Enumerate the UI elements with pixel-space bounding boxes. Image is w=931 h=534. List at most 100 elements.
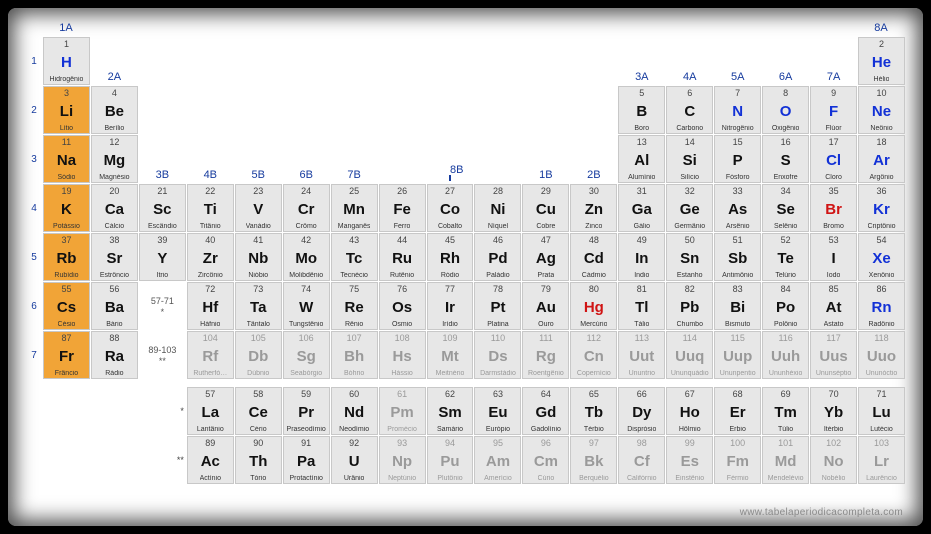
element-P[interactable]: 15PFósforo bbox=[714, 135, 761, 183]
element-Th[interactable]: 90ThTório bbox=[235, 436, 282, 484]
element-Ba[interactable]: 56BaBário bbox=[91, 282, 138, 330]
element-Rb[interactable]: 37RbRubídio bbox=[43, 233, 90, 281]
element-Db[interactable]: 105DbDúbnio bbox=[235, 331, 282, 379]
element-U[interactable]: 92UUrânio bbox=[331, 436, 378, 484]
element-Np[interactable]: 93NpNeptúnio bbox=[379, 436, 426, 484]
element-C[interactable]: 6CCarbono bbox=[666, 86, 713, 134]
element-Ti[interactable]: 22TiTitânio bbox=[187, 184, 234, 232]
element-He[interactable]: 2HeHélio bbox=[858, 37, 905, 85]
element-Zn[interactable]: 30ZnZinco bbox=[570, 184, 617, 232]
element-Tc[interactable]: 43TcTecnécio bbox=[331, 233, 378, 281]
element-V[interactable]: 23VVanádio bbox=[235, 184, 282, 232]
element-Li[interactable]: 3LiLítio bbox=[43, 86, 90, 134]
element-Al[interactable]: 13AlAlumínio bbox=[618, 135, 665, 183]
element-Mo[interactable]: 42MoMolibdênio bbox=[283, 233, 330, 281]
element-Cr[interactable]: 24CrCrômo bbox=[283, 184, 330, 232]
element-Ir[interactable]: 77IrIrídio bbox=[427, 282, 474, 330]
element-Ca[interactable]: 20CaCálcio bbox=[91, 184, 138, 232]
element-Tb[interactable]: 65TbTérbio bbox=[570, 387, 617, 435]
element-Ru[interactable]: 44RuRutênio bbox=[379, 233, 426, 281]
element-Uuo[interactable]: 118UuoUnunóctio bbox=[858, 331, 905, 379]
element-Br[interactable]: 35BrBromo bbox=[810, 184, 857, 232]
element-F[interactable]: 9FFlúor bbox=[810, 86, 857, 134]
element-Bh[interactable]: 107BhBóhrio bbox=[331, 331, 378, 379]
element-Lu[interactable]: 71LuLutécio bbox=[858, 387, 905, 435]
element-As[interactable]: 33AsArsênio bbox=[714, 184, 761, 232]
element-Cl[interactable]: 17ClCloro bbox=[810, 135, 857, 183]
element-Bi[interactable]: 83BiBismuto bbox=[714, 282, 761, 330]
element-Re[interactable]: 75ReRênio bbox=[331, 282, 378, 330]
element-Sn[interactable]: 50SnEstanho bbox=[666, 233, 713, 281]
element-Uuq[interactable]: 114UuqUnunquádio bbox=[666, 331, 713, 379]
element-Ge[interactable]: 32GeGermânio bbox=[666, 184, 713, 232]
element-Uus[interactable]: 117UusUnunséptio bbox=[810, 331, 857, 379]
element-Rh[interactable]: 45RhRódio bbox=[427, 233, 474, 281]
element-I[interactable]: 53IIodo bbox=[810, 233, 857, 281]
element-Sc[interactable]: 21ScEscândio bbox=[139, 184, 186, 232]
element-Sm[interactable]: 62SmSamário bbox=[427, 387, 474, 435]
element-Cn[interactable]: 112CnCopernício bbox=[570, 331, 617, 379]
element-Au[interactable]: 79AuOuro bbox=[522, 282, 569, 330]
element-Mn[interactable]: 25MnManganês bbox=[331, 184, 378, 232]
element-Be[interactable]: 4BeBerílio bbox=[91, 86, 138, 134]
element-Rn[interactable]: 86RnRadônio bbox=[858, 282, 905, 330]
element-Uup[interactable]: 115UupUnunpentio bbox=[714, 331, 761, 379]
element-Am[interactable]: 95AmAmerício bbox=[474, 436, 521, 484]
element-Y[interactable]: 39YÍtrio bbox=[139, 233, 186, 281]
element-Er[interactable]: 68ErÉrbio bbox=[714, 387, 761, 435]
element-Lr[interactable]: 103LrLaurêncio bbox=[858, 436, 905, 484]
element-Po[interactable]: 84PoPolônio bbox=[762, 282, 809, 330]
element-Pd[interactable]: 46PdPaládio bbox=[474, 233, 521, 281]
element-Bk[interactable]: 97BkBerquélio bbox=[570, 436, 617, 484]
element-Fe[interactable]: 26FeFerro bbox=[379, 184, 426, 232]
element-Sr[interactable]: 38SrEstrôncio bbox=[91, 233, 138, 281]
element-Ni[interactable]: 28NiNíquel bbox=[474, 184, 521, 232]
element-Gd[interactable]: 64GdGadolínio bbox=[522, 387, 569, 435]
element-Pt[interactable]: 78PtPlatina bbox=[474, 282, 521, 330]
element-La[interactable]: 57LaLantânio bbox=[187, 387, 234, 435]
element-Hg[interactable]: 80HgMercúrio bbox=[570, 282, 617, 330]
element-Tm[interactable]: 69TmTúlio bbox=[762, 387, 809, 435]
element-Zr[interactable]: 40ZrZircônio bbox=[187, 233, 234, 281]
element-Si[interactable]: 14SiSilício bbox=[666, 135, 713, 183]
element-Mg[interactable]: 12MgMagnésio bbox=[91, 135, 138, 183]
element-In[interactable]: 49InÍndio bbox=[618, 233, 665, 281]
element-Os[interactable]: 76OsÓsmio bbox=[379, 282, 426, 330]
element-Pa[interactable]: 91PaProtactínio bbox=[283, 436, 330, 484]
element-Sb[interactable]: 51SbAntimônio bbox=[714, 233, 761, 281]
element-N[interactable]: 7NNitrogênio bbox=[714, 86, 761, 134]
element-At[interactable]: 85AtAstato bbox=[810, 282, 857, 330]
element-Ta[interactable]: 73TaTântalo bbox=[235, 282, 282, 330]
element-Ho[interactable]: 67HoHôlmio bbox=[666, 387, 713, 435]
element-Yb[interactable]: 70YbItérbio bbox=[810, 387, 857, 435]
element-Nd[interactable]: 60NdNeodímio bbox=[331, 387, 378, 435]
element-Se[interactable]: 34SeSelênio bbox=[762, 184, 809, 232]
element-Eu[interactable]: 63EuEurópio bbox=[474, 387, 521, 435]
element-Ne[interactable]: 10NeNeônio bbox=[858, 86, 905, 134]
element-Uuh[interactable]: 116UuhUnunhéxio bbox=[762, 331, 809, 379]
element-B[interactable]: 5BBoro bbox=[618, 86, 665, 134]
element-Es[interactable]: 99EsEinstênio bbox=[666, 436, 713, 484]
element-Dy[interactable]: 66DyDisprósio bbox=[618, 387, 665, 435]
element-Ar[interactable]: 18ArArgônio bbox=[858, 135, 905, 183]
element-Rf[interactable]: 104RfRutherfó… bbox=[187, 331, 234, 379]
element-Xe[interactable]: 54XeXenônio bbox=[858, 233, 905, 281]
element-S[interactable]: 16SEnxofre bbox=[762, 135, 809, 183]
element-W[interactable]: 74WTungstênio bbox=[283, 282, 330, 330]
element-H[interactable]: 1HHidrogênio bbox=[43, 37, 90, 85]
element-Hs[interactable]: 108HsHássio bbox=[379, 331, 426, 379]
element-Tl[interactable]: 81TlTálio bbox=[618, 282, 665, 330]
element-Ra[interactable]: 88RaRádio bbox=[91, 331, 138, 379]
element-Pb[interactable]: 82PbChumbo bbox=[666, 282, 713, 330]
element-Fr[interactable]: 87FrFrâncio bbox=[43, 331, 90, 379]
element-Pm[interactable]: 61PmPromécio bbox=[379, 387, 426, 435]
element-Cm[interactable]: 96CmCúrio bbox=[522, 436, 569, 484]
element-Ag[interactable]: 47AgPrata bbox=[522, 233, 569, 281]
element-Cd[interactable]: 48CdCádmio bbox=[570, 233, 617, 281]
element-Cu[interactable]: 29CuCobre bbox=[522, 184, 569, 232]
element-Cs[interactable]: 55CsCésio bbox=[43, 282, 90, 330]
element-Sg[interactable]: 106SgSeabórgio bbox=[283, 331, 330, 379]
element-Ds[interactable]: 110DsDarmstádio bbox=[474, 331, 521, 379]
element-Na[interactable]: 11NaSódio bbox=[43, 135, 90, 183]
element-Mt[interactable]: 109MtMeitnério bbox=[427, 331, 474, 379]
